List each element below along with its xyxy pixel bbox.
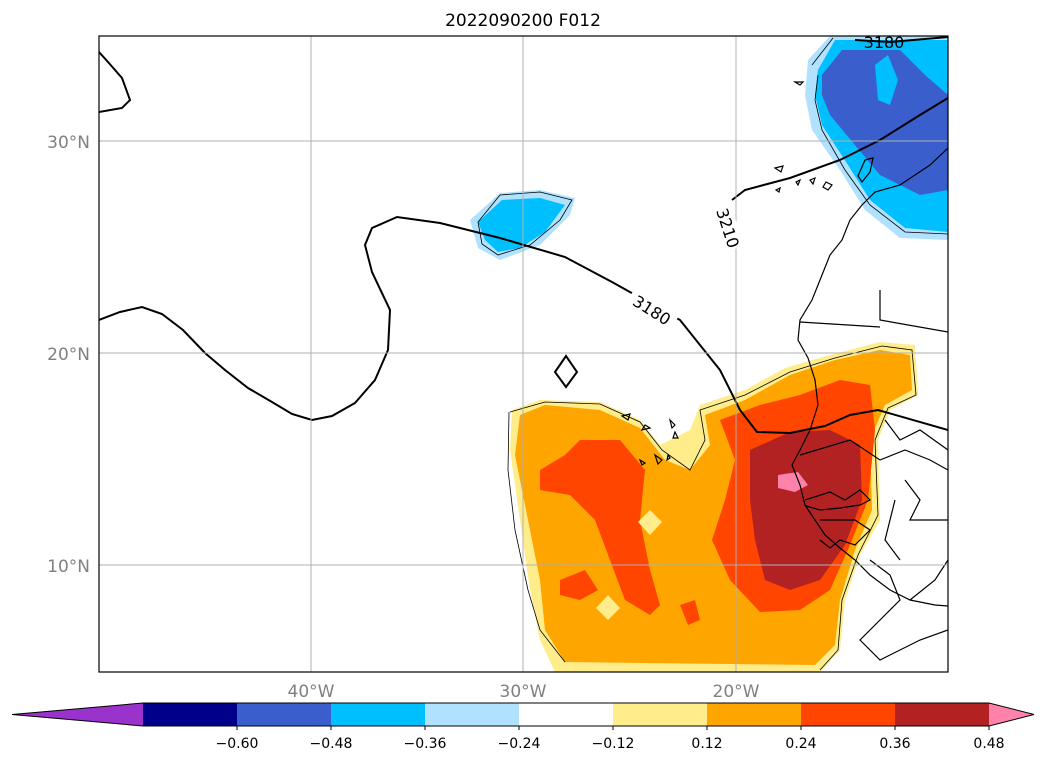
map-frame — [98, 35, 949, 673]
colorbar-segment — [237, 703, 332, 726]
colorbar-extend-low — [12, 703, 143, 726]
lon-label-40w: 40°W — [288, 682, 335, 702]
lat-label-20n: 20°N — [47, 345, 90, 365]
longitude-labels: 40°W 30°W 20°W — [288, 682, 760, 702]
colorbar-tick-label: −0.36 — [404, 736, 447, 752]
colorbar: −0.60 −0.48 −0.36 −0.24 −0.12 0.12 0.24 0.36 0.4… — [11, 702, 1035, 752]
anomaly-outline-contours — [477, 37, 948, 671]
colorbar-segment — [895, 703, 990, 726]
colorbar-tick-label: 0.12 — [691, 736, 722, 752]
colorbar-tick-label: −0.12 — [592, 736, 635, 752]
contour-label-3180-top: 3180 — [864, 33, 905, 52]
lat-label-10n: 10°N — [47, 557, 90, 577]
colorbar-extend-high — [989, 703, 1034, 726]
map-title: 2022090200 F012 — [445, 11, 601, 31]
colorbar-tick-label: 0.48 — [973, 736, 1004, 752]
map-panel: 3180 3210 3180 — [98, 33, 949, 673]
colorbar-outline — [11, 702, 1035, 727]
colorbar-segment — [425, 703, 520, 726]
lon-label-30w: 30°W — [500, 682, 547, 702]
colorbar-segment — [331, 703, 426, 726]
negative-anomaly-northeast — [805, 36, 948, 240]
graticule — [99, 36, 948, 672]
lat-label-30n: 30°N — [47, 133, 90, 153]
colorbar-tick-label: 0.24 — [785, 736, 816, 752]
colorbar-segment — [801, 703, 896, 726]
colorbar-segment — [143, 703, 238, 726]
height-contours — [99, 36, 948, 435]
colorbar-tick-label: −0.24 — [498, 736, 541, 752]
latitude-labels: 30°N 20°N 10°N — [47, 133, 90, 577]
colorbar-segment — [613, 703, 708, 726]
colorbar-tick-label: −0.60 — [216, 736, 259, 752]
colorbar-tick-label: −0.48 — [310, 736, 353, 752]
colorbar-tick-label: 0.36 — [879, 736, 910, 752]
colorbar-segment — [519, 703, 614, 726]
lon-label-20w: 20°W — [713, 682, 760, 702]
colorbar-segment — [707, 703, 802, 726]
